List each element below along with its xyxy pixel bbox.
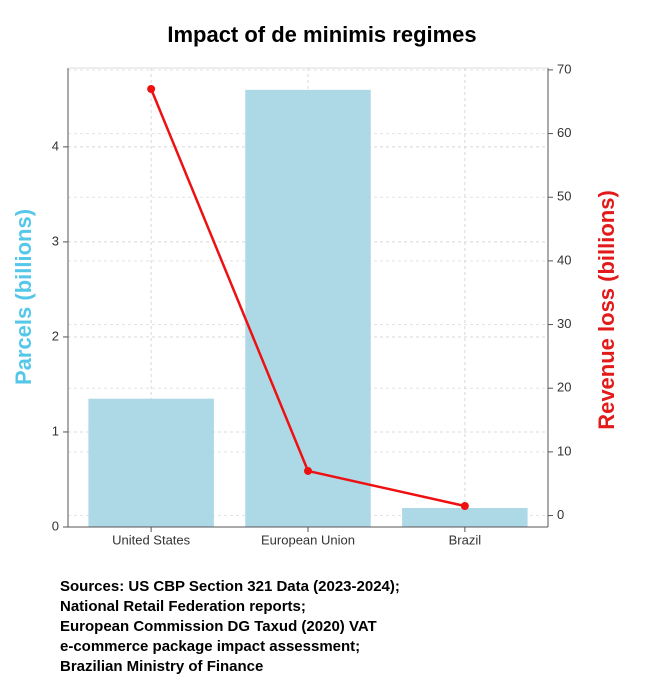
chart-title: Impact of de minimis regimes [167,22,476,47]
y2-axis-label: Revenue loss (billions) [594,190,619,430]
y-tick-label: 0 [52,518,59,533]
x-tick-label: European Union [261,532,355,547]
bar [245,89,371,527]
line-point [147,85,156,94]
source-line: e-commerce package impact assessment; [60,638,360,655]
x-tick-label: Brazil [449,532,482,547]
y2-tick-label: 40 [557,252,571,267]
bar [88,398,214,527]
y2-tick-label: 0 [557,507,564,522]
y2-tick-label: 60 [557,125,571,140]
x-tick-label: United States [112,532,191,547]
y2-tick-label: 20 [557,380,571,395]
y2-tick-label: 30 [557,316,571,331]
source-line: Sources: US CBP Section 321 Data (2023-2… [60,578,400,595]
y-tick-label: 1 [52,423,59,438]
y-tick-label: 4 [52,138,59,153]
bar [402,507,528,527]
line-point [304,466,312,475]
y2-tick-label: 10 [557,443,571,458]
source-line: National Retail Federation reports; [60,598,306,615]
y2-tick-label: 70 [557,61,571,76]
y-tick-label: 2 [52,328,59,343]
source-line: European Commission DG Taxud (2020) VAT [60,618,377,635]
source-line: Brazilian Ministry of Finance [60,658,263,675]
y-tick-label: 3 [52,233,59,248]
y-axis-label: Parcels (billions) [11,209,36,385]
y2-tick-label: 50 [557,189,571,204]
line-point [460,501,469,510]
